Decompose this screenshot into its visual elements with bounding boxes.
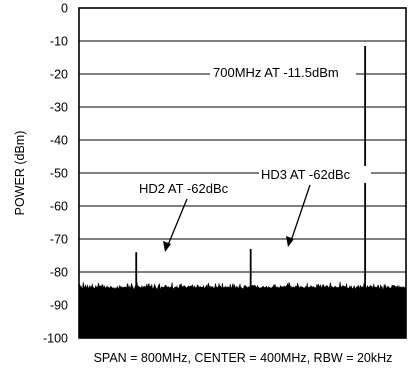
annotations: 700MHz AT -11.5dBm HD3 AT -62dBc HD2 AT … <box>136 64 371 252</box>
annotation-fundamental: 700MHz AT -11.5dBm <box>213 65 339 80</box>
annotation-hd3-bg <box>259 166 371 183</box>
noise-floor <box>78 281 407 339</box>
x-axis-label: SPAN = 800MHz, CENTER = 400MHz, RBW = 20… <box>94 351 393 365</box>
y-tick-label: -20 <box>50 68 68 82</box>
annotation-hd2-bg <box>136 180 248 197</box>
y-tick-label: -40 <box>50 134 68 148</box>
noise-floor-fill <box>78 281 407 339</box>
y-tick-label: -100 <box>43 332 68 346</box>
y-tick-label: -60 <box>50 200 68 214</box>
y-axis-label: POWER (dBm) <box>13 131 27 216</box>
y-tick-label: -10 <box>50 35 68 49</box>
annotation-hd3: HD3 AT -62dBc <box>261 167 351 182</box>
annotation-hd2-arrowhead <box>163 241 171 252</box>
y-tick-label: -50 <box>50 167 68 181</box>
plot-frame <box>78 7 407 339</box>
y-tick-label: -90 <box>50 299 68 313</box>
annotation-hd2: HD2 AT -62dBc <box>139 181 229 196</box>
annotation-hd3-arrowhead <box>286 236 294 247</box>
y-tick-label: -30 <box>50 101 68 115</box>
y-tick-label: -70 <box>50 233 68 247</box>
annotation-hd2-arrow-line <box>167 198 188 246</box>
annotation-fundamental-bg <box>210 64 356 81</box>
annotation-hd3-arrow-line <box>290 184 311 242</box>
y-tick-labels: 0 -10 -20 -30 -40 -50 -60 -70 -80 -90 -100 <box>43 2 68 346</box>
y-tick-label: -80 <box>50 266 68 280</box>
y-tick-label: 0 <box>61 2 68 16</box>
